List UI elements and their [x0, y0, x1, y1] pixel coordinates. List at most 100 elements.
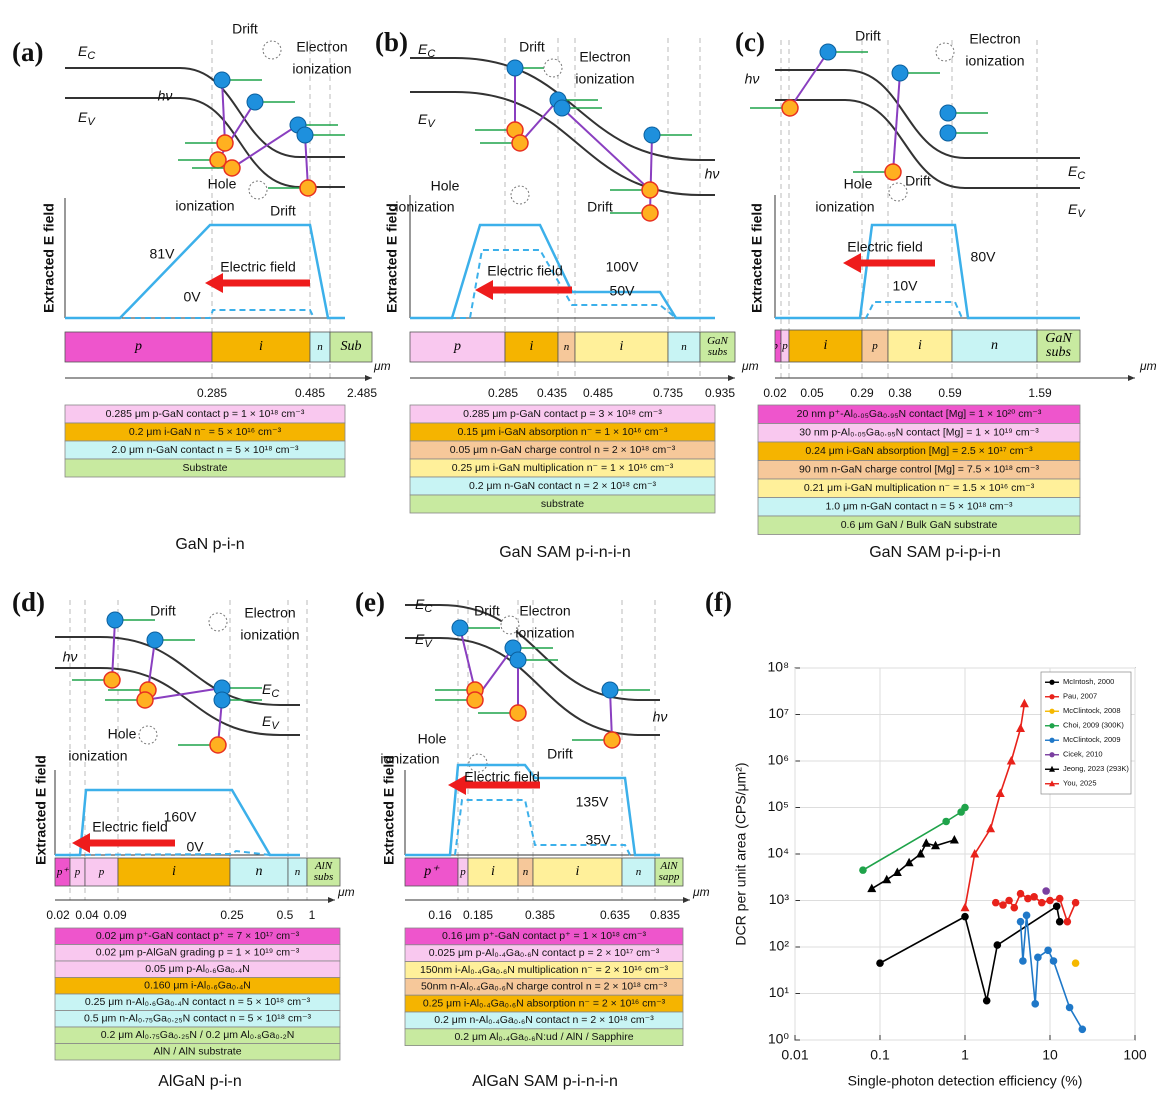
layer-label-box: p [74, 865, 81, 878]
position-tick: 0.735 [653, 386, 683, 400]
layer-label: i [918, 338, 922, 353]
layer-label: i [491, 864, 495, 879]
position-tick: 0.485 [295, 386, 325, 400]
data-point [904, 857, 914, 867]
field-profile [410, 223, 715, 320]
position-tick: 0.02 [763, 386, 787, 400]
x-tick-label: 10 [1042, 1047, 1058, 1063]
stack-text: 0.25 μm n-Al₀.₆Ga₀.₄N contact n = 5 × 10… [85, 996, 311, 1008]
panel-caption: AlGaN SAM p-i-n-i-n [472, 1073, 618, 1090]
electron [891, 64, 909, 82]
layer-label-box: p [782, 340, 788, 351]
electron [146, 631, 164, 649]
band-symbol: E [262, 713, 272, 729]
band-symbol: E [1068, 201, 1078, 217]
layer-label: n [317, 340, 323, 353]
hole [136, 691, 154, 709]
stack-text: Substrate [183, 462, 228, 474]
annotation: Electron [969, 31, 1020, 47]
annotation: Drift [587, 199, 613, 215]
stack-text: 0.05 μm p-Al₀.₆Ga₀.₄N [145, 963, 249, 975]
bias-voltage: 160V [164, 809, 197, 825]
data-point [995, 788, 1005, 798]
layer-label: n [522, 865, 529, 878]
bias-voltage: 0V [183, 289, 201, 305]
data-point [1016, 917, 1025, 926]
layer-label-box: AlN subs [314, 861, 334, 883]
layer-label: i [259, 339, 263, 354]
stack-text: substrate [541, 498, 584, 510]
hole [103, 671, 121, 689]
position-tick: 1.59 [1028, 386, 1052, 400]
data-point [1005, 896, 1013, 905]
position-tick: 0.5 [277, 908, 294, 922]
layer-label-box: n [522, 865, 529, 878]
data-point [1016, 723, 1026, 732]
y-tick-label: 10⁰ [768, 1031, 790, 1047]
stack-text: 90 nm n-GaN charge control [Mg] = 7.5 × … [799, 464, 1039, 476]
layer-label: n [681, 340, 687, 353]
layer [64, 331, 213, 363]
electron [213, 71, 231, 89]
bias-voltage: 50V [610, 283, 636, 299]
layer-label: p [74, 865, 81, 878]
layer-label-box: AlN sapp [658, 860, 680, 883]
data-point [1071, 959, 1080, 967]
ionization-site [500, 615, 520, 635]
layer-label: p [872, 339, 878, 352]
bias-voltage: 80V [971, 249, 997, 265]
position-unit: μm [337, 885, 355, 899]
stack-text: 0.2 μm i-GaN n⁻ = 5 × 10¹⁶ cm⁻³ [129, 426, 282, 438]
annotation: ionization [240, 627, 299, 643]
layer-label-box: GaN subs [1045, 332, 1071, 360]
bias-voltage: 35V [586, 832, 612, 848]
position-unit: μm [741, 359, 759, 373]
y-axis-label: DCR per unit area (CPS/μm²) [733, 762, 749, 945]
valence-band [410, 91, 715, 196]
data-point [1055, 894, 1064, 903]
data-point [1030, 893, 1038, 901]
electron [819, 43, 837, 61]
x-tick-label: 0.01 [781, 1047, 808, 1063]
hole [603, 731, 621, 749]
layer-label-box: i [172, 864, 176, 879]
layer-label-box: p⁺ [57, 866, 68, 877]
layer-label: n [255, 864, 263, 879]
layer-label: AlN sapp [658, 860, 680, 883]
hole [641, 181, 659, 199]
electron [246, 93, 264, 111]
x-tick-label: 1 [961, 1047, 969, 1063]
data-point [892, 867, 902, 877]
field-profile-low [65, 309, 315, 319]
stack-text: 0.025 μm p-Al₀.₄Ga₀.₆N contact p = 2 × 1… [429, 947, 660, 959]
field-label: Electric field [92, 819, 167, 835]
conduction-band [65, 67, 345, 158]
legend-swatch [1049, 765, 1055, 772]
data-point [999, 901, 1007, 909]
layer-label: p [454, 339, 461, 354]
layer-label: i [172, 864, 176, 879]
data-point [931, 840, 941, 850]
data-point [1016, 889, 1025, 898]
transition [561, 107, 651, 191]
band-subscript: C [87, 50, 95, 62]
data-point [1034, 953, 1042, 962]
layer [788, 329, 863, 363]
position-tick: 0.05 [800, 386, 824, 400]
panel-label: (f) [705, 587, 732, 617]
legend-swatch [1049, 752, 1055, 758]
layer-label: p⁺ [424, 864, 439, 879]
position-tick: 0.02 [46, 908, 70, 922]
annotation: ionization [380, 751, 439, 767]
layer-label-box: n [636, 866, 642, 877]
band-symbol: E [78, 109, 88, 125]
bias-voltage: 100V [606, 259, 639, 275]
layer-label-box: GaN subs [707, 336, 728, 358]
annotation: Electron [244, 605, 295, 621]
conduction-band [410, 57, 715, 161]
bias-voltage: 0V [186, 839, 204, 855]
legend-label: McClintock, 2008 [1063, 706, 1121, 715]
layer-label-box: p [99, 866, 105, 877]
stack-text: 50nm n-Al₀.₄Ga₀.₆N charge control n = 2 … [421, 981, 668, 993]
stack-text: 2.0 μm n-GaN contact n = 5 × 10¹⁸ cm⁻³ [111, 444, 299, 456]
